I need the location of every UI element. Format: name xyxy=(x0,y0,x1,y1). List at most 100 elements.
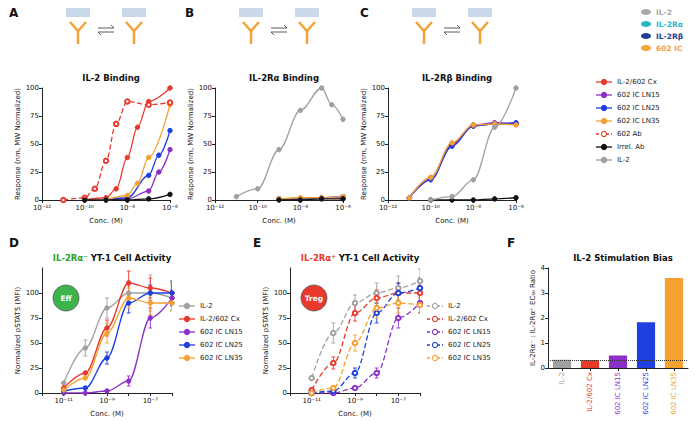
svg-text:10⁻⁶: 10⁻⁶ xyxy=(335,204,351,212)
svg-text:25: 25 xyxy=(376,168,385,176)
svg-text:IL-2Rβ Binding: IL-2Rβ Binding xyxy=(422,73,492,83)
svg-text:Normalized pSTAT5 (MFI): Normalized pSTAT5 (MFI) xyxy=(262,287,270,375)
svg-text:B: B xyxy=(185,6,194,20)
svg-text:Normalized pSTAT5 (MFI): Normalized pSTAT5 (MFI) xyxy=(14,287,22,375)
svg-text:602 IC: 602 IC xyxy=(656,44,683,53)
svg-text:YT-1 Cell Activity: YT-1 Cell Activity xyxy=(336,253,420,263)
svg-text:10⁻⁸: 10⁻⁸ xyxy=(293,204,309,212)
svg-text:3: 3 xyxy=(541,289,545,297)
svg-text:100: 100 xyxy=(26,289,39,297)
svg-text:A: A xyxy=(9,6,19,20)
svg-text:Conc. (M): Conc. (M) xyxy=(262,217,296,225)
svg-text:IL-2: IL-2 xyxy=(617,156,630,164)
svg-text:25: 25 xyxy=(30,168,39,176)
svg-text:IL-2: IL-2 xyxy=(448,302,461,310)
svg-text:IL-2Rα Binding: IL-2Rα Binding xyxy=(249,73,319,83)
svg-text:10⁻¹⁰: 10⁻¹⁰ xyxy=(249,204,267,212)
svg-text:IL-2: IL-2 xyxy=(558,372,566,385)
svg-text:Conc. (M): Conc. (M) xyxy=(435,217,469,225)
svg-text:IL-2/602 Cx: IL-2/602 Cx xyxy=(200,315,240,323)
svg-text:Response (nm, MW Normalized): Response (nm, MW Normalized) xyxy=(187,88,195,200)
svg-text:4: 4 xyxy=(541,264,546,272)
svg-text:50: 50 xyxy=(30,339,39,347)
svg-text:100: 100 xyxy=(26,84,39,92)
svg-text:IL-2Rα⁺: IL-2Rα⁺ xyxy=(301,253,336,263)
svg-text:50: 50 xyxy=(376,140,385,148)
svg-text:10⁻⁷: 10⁻⁷ xyxy=(391,397,407,405)
svg-text:602 IC LN25: 602 IC LN25 xyxy=(617,104,660,112)
svg-text:IL-2 Stimulation Bias: IL-2 Stimulation Bias xyxy=(573,253,673,263)
svg-text:IL-2/602 Cx: IL-2/602 Cx xyxy=(617,78,657,86)
svg-text:10⁻⁹: 10⁻⁹ xyxy=(347,397,363,405)
svg-text:10⁻⁸: 10⁻⁸ xyxy=(466,204,482,212)
svg-text:10⁻¹²: 10⁻¹² xyxy=(33,204,51,212)
svg-text:10⁻¹¹: 10⁻¹¹ xyxy=(303,397,321,405)
svg-text:602 IC LN15: 602 IC LN15 xyxy=(200,328,243,336)
svg-text:D: D xyxy=(9,236,19,250)
svg-text:IL-2/602 Cx: IL-2/602 Cx xyxy=(586,372,594,412)
svg-text:75: 75 xyxy=(30,314,39,322)
svg-text:Response (nm, MW Normalized): Response (nm, MW Normalized) xyxy=(360,88,368,200)
svg-text:10⁻⁷: 10⁻⁷ xyxy=(143,397,159,405)
svg-text:0: 0 xyxy=(207,196,212,204)
svg-text:602 IC LN15: 602 IC LN15 xyxy=(448,328,491,336)
svg-text:Conc. (M): Conc. (M) xyxy=(338,410,372,418)
svg-text:YT-1 Cell Activity: YT-1 Cell Activity xyxy=(88,253,172,263)
svg-text:10⁻¹⁰: 10⁻¹⁰ xyxy=(422,204,440,212)
svg-text:Conc. (M): Conc. (M) xyxy=(89,217,123,225)
svg-text:75: 75 xyxy=(376,112,385,120)
svg-text:75: 75 xyxy=(203,112,212,120)
svg-text:Treg: Treg xyxy=(305,294,323,303)
svg-text:0: 0 xyxy=(34,196,39,204)
svg-text:602 IC LN35: 602 IC LN35 xyxy=(448,354,491,362)
svg-text:10⁻⁶: 10⁻⁶ xyxy=(508,204,524,212)
svg-text:50: 50 xyxy=(203,140,212,148)
svg-text:Irrel. Ab: Irrel. Ab xyxy=(617,143,645,151)
svg-text:Eff: Eff xyxy=(60,294,72,303)
svg-text:602 IC LN25: 602 IC LN25 xyxy=(200,341,243,349)
svg-text:602 IC LN35: 602 IC LN35 xyxy=(670,372,678,415)
svg-text:10⁻¹²: 10⁻¹² xyxy=(206,204,224,212)
svg-text:100: 100 xyxy=(372,84,385,92)
svg-text:602 IC LN35: 602 IC LN35 xyxy=(200,354,243,362)
svg-text:602 IC LN25: 602 IC LN25 xyxy=(642,372,650,415)
svg-text:25: 25 xyxy=(278,364,287,372)
svg-text:10⁻⁹: 10⁻⁹ xyxy=(99,397,115,405)
svg-text:10⁻¹⁰: 10⁻¹⁰ xyxy=(76,204,94,212)
svg-text:IL-2Rβ: IL-2Rβ xyxy=(656,32,684,41)
svg-text:0: 0 xyxy=(35,389,39,397)
svg-text:IL-2Rα⁻ : IL-2Rα⁺ EC₅₀ Ratio: IL-2Rα⁻ : IL-2Rα⁺ EC₅₀ Ratio xyxy=(529,270,537,366)
svg-text:10⁻⁶: 10⁻⁶ xyxy=(162,204,178,212)
svg-text:0: 0 xyxy=(283,389,287,397)
svg-text:Conc. (M): Conc. (M) xyxy=(90,410,124,418)
svg-text:602 IC LN25: 602 IC LN25 xyxy=(448,341,491,349)
svg-text:1: 1 xyxy=(541,339,545,347)
svg-text:75: 75 xyxy=(30,112,39,120)
svg-text:602 Ab: 602 Ab xyxy=(617,130,642,138)
svg-text:602 IC LN15: 602 IC LN15 xyxy=(614,372,622,415)
svg-text:602 IC LN15: 602 IC LN15 xyxy=(617,91,660,99)
svg-text:F: F xyxy=(507,236,515,250)
svg-text:602 IC LN35: 602 IC LN35 xyxy=(617,117,660,125)
svg-text:10⁻⁸: 10⁻⁸ xyxy=(120,204,136,212)
svg-text:75: 75 xyxy=(278,314,287,322)
svg-text:IL-2Rα⁻: IL-2Rα⁻ xyxy=(53,253,88,263)
svg-text:2: 2 xyxy=(541,314,545,322)
svg-text:25: 25 xyxy=(203,168,212,176)
svg-text:IL-2Rα: IL-2Rα xyxy=(656,20,683,29)
svg-text:IL-2: IL-2 xyxy=(656,8,672,17)
svg-text:50: 50 xyxy=(278,339,287,347)
svg-text:IL-2: IL-2 xyxy=(200,302,213,310)
svg-text:100: 100 xyxy=(199,84,212,92)
svg-text:10⁻¹²: 10⁻¹² xyxy=(379,204,397,212)
svg-text:IL-2/602 Cx: IL-2/602 Cx xyxy=(448,315,488,323)
svg-text:100: 100 xyxy=(274,289,287,297)
svg-text:0: 0 xyxy=(541,364,545,372)
svg-text:50: 50 xyxy=(30,140,39,148)
svg-text:Response (nm, MW Normalized): Response (nm, MW Normalized) xyxy=(14,88,22,200)
svg-text:10⁻¹¹: 10⁻¹¹ xyxy=(55,397,73,405)
svg-text:25: 25 xyxy=(30,364,39,372)
svg-text:E: E xyxy=(253,236,261,250)
svg-text:IL-2 Binding: IL-2 Binding xyxy=(82,73,140,83)
svg-text:C: C xyxy=(360,6,369,20)
